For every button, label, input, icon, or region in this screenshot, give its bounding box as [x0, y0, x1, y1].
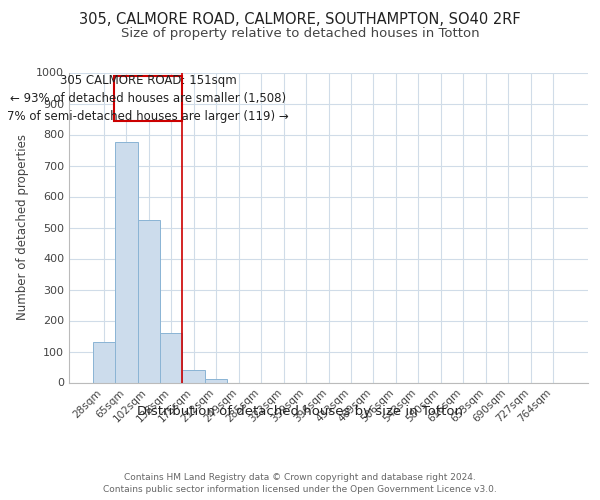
Bar [92, 342, 115, 382]
Bar [114, 76, 182, 120]
Bar [205, 379, 227, 382]
Y-axis label: Number of detached properties: Number of detached properties [16, 134, 29, 320]
Text: Contains public sector information licensed under the Open Government Licence v3: Contains public sector information licen… [103, 485, 497, 494]
Text: 305, CALMORE ROAD, CALMORE, SOUTHAMPTON, SO40 2RF: 305, CALMORE ROAD, CALMORE, SOUTHAMPTON,… [79, 12, 521, 28]
Bar [115, 142, 137, 382]
Text: Size of property relative to detached houses in Totton: Size of property relative to detached ho… [121, 28, 479, 40]
Text: 305 CALMORE ROAD: 151sqm
← 93% of detached houses are smaller (1,508)
7% of semi: 305 CALMORE ROAD: 151sqm ← 93% of detach… [7, 74, 289, 122]
Bar [160, 333, 182, 382]
Text: Distribution of detached houses by size in Totton: Distribution of detached houses by size … [137, 405, 463, 418]
Bar [137, 220, 160, 382]
Bar [182, 370, 205, 382]
Text: Contains HM Land Registry data © Crown copyright and database right 2024.: Contains HM Land Registry data © Crown c… [124, 472, 476, 482]
